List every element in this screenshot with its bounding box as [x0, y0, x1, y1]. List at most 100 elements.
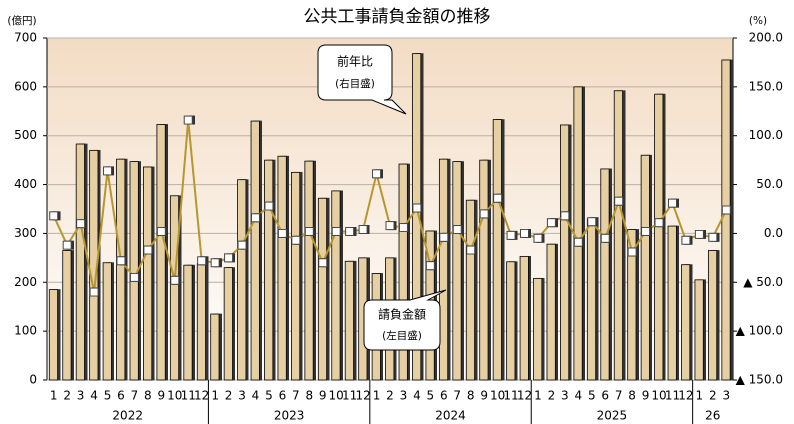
- x-tick-label: 11: [342, 389, 357, 403]
- point: [425, 261, 435, 271]
- bar: [694, 279, 704, 381]
- x-tick-label: 3: [77, 389, 85, 403]
- point: [533, 233, 543, 243]
- x-tick-label: 3: [561, 389, 569, 403]
- point: [62, 240, 72, 250]
- point: [345, 226, 355, 236]
- point: [129, 272, 139, 282]
- point: [197, 256, 207, 266]
- callout-note: (右目盛): [335, 77, 375, 90]
- bar: [291, 171, 301, 381]
- point: [506, 230, 516, 240]
- point: [372, 169, 382, 179]
- point: [412, 203, 422, 213]
- year-label: 2023: [274, 409, 305, 423]
- x-tick-label: 1: [696, 389, 704, 403]
- x-tick-label: 3: [400, 389, 408, 403]
- bar: [654, 93, 664, 381]
- y-tick-label: 200: [14, 275, 37, 289]
- y2-tick-label: 100.0: [749, 128, 783, 142]
- bar: [600, 168, 610, 381]
- y2-tick-label: ▲ 50.0: [743, 275, 783, 289]
- callout-line: 前年比 (右目盛): [317, 44, 407, 115]
- bar: [183, 264, 193, 381]
- point: [600, 233, 610, 243]
- callout-note: (左目盛): [382, 329, 422, 342]
- point: [170, 275, 180, 285]
- bar: [438, 158, 449, 381]
- point: [479, 209, 489, 219]
- point: [385, 221, 395, 231]
- point: [614, 196, 624, 206]
- x-tick-label: 7: [615, 389, 623, 403]
- point: [76, 219, 86, 229]
- x-tick-label: 4: [574, 389, 582, 403]
- point: [277, 228, 287, 238]
- x-tick-label: 11: [503, 389, 518, 403]
- point: [237, 240, 247, 250]
- bar: [237, 179, 247, 381]
- bar: [196, 263, 206, 381]
- point: [331, 226, 341, 236]
- x-tick-label: 5: [265, 389, 273, 403]
- x-tick-label: 2: [63, 389, 71, 403]
- point: [520, 228, 530, 238]
- x-tick-label: 7: [131, 389, 139, 403]
- point: [587, 217, 597, 227]
- point: [694, 229, 704, 239]
- y2-tick-label: ▲ 100.0: [736, 324, 783, 338]
- point: [304, 226, 314, 236]
- point: [250, 213, 260, 223]
- y2-tick-label: 200.0: [749, 31, 783, 45]
- bar: [304, 160, 314, 381]
- point: [358, 225, 368, 235]
- point: [627, 247, 637, 257]
- point: [681, 235, 691, 245]
- x-tick-label: 9: [642, 389, 650, 403]
- callout-box: [317, 44, 407, 115]
- bar: [707, 250, 718, 381]
- x-tick-label: 3: [722, 389, 730, 403]
- x-tick-label: 8: [144, 389, 152, 403]
- x-tick-label: 12: [517, 389, 532, 403]
- point: [398, 223, 408, 233]
- year-label: 2024: [435, 409, 466, 423]
- bar: [506, 261, 516, 381]
- bar: [398, 163, 408, 381]
- x-tick-label: 11: [665, 389, 680, 403]
- x-tick-label: 10: [490, 389, 505, 403]
- x-tick-label: 1: [534, 389, 542, 403]
- point: [708, 232, 718, 242]
- y2-tick-label: 150.0: [749, 79, 783, 93]
- bar: [465, 199, 476, 381]
- bar: [519, 255, 529, 381]
- year-label: 26: [705, 409, 720, 423]
- y2-unit: (%): [749, 15, 767, 27]
- point: [89, 287, 99, 297]
- bar: [210, 313, 220, 381]
- point: [466, 245, 476, 255]
- x-tick-label: 8: [628, 389, 636, 403]
- x-tick-label: 10: [329, 389, 344, 403]
- bar: [573, 86, 583, 381]
- bar: [48, 289, 59, 381]
- x-tick-label: 7: [292, 389, 300, 403]
- point: [654, 218, 664, 228]
- bar: [62, 250, 72, 381]
- x-tick-label: 5: [427, 389, 435, 403]
- bar: [492, 119, 502, 381]
- y-tick-label: 700: [14, 31, 37, 45]
- x-tick-label: 6: [601, 389, 609, 403]
- callout-title: 前年比: [337, 54, 373, 69]
- point: [49, 211, 59, 221]
- x-tick-label: 6: [117, 389, 125, 403]
- x-tick-label: 1: [211, 389, 219, 403]
- y2-tick-label: 50.0: [756, 177, 783, 191]
- x-tick-label: 9: [158, 389, 166, 403]
- point: [641, 226, 651, 236]
- point: [452, 225, 462, 235]
- x-tick-label: 8: [467, 389, 475, 403]
- x-tick-label: 4: [252, 389, 260, 403]
- point: [116, 256, 126, 266]
